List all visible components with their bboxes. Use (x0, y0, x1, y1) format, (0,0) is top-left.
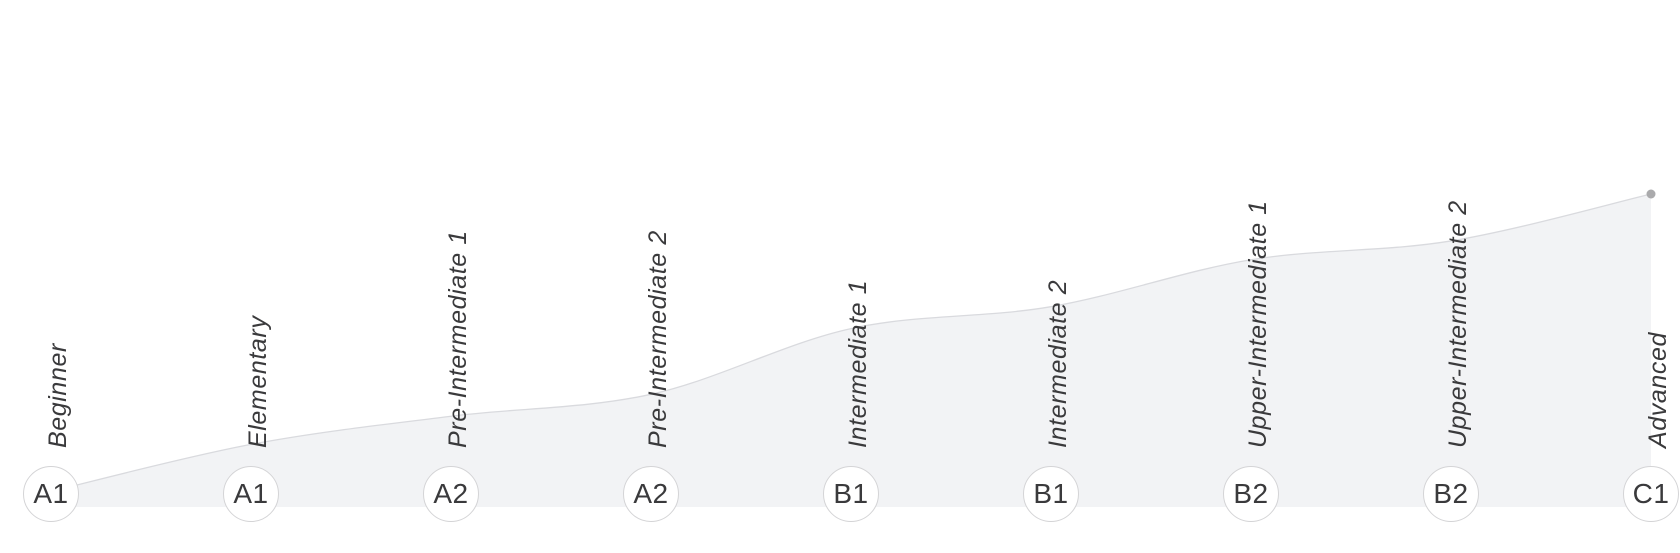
level-badge: B1 (823, 466, 879, 522)
level-name-label: Intermediate 1 (844, 279, 872, 448)
level-name-label: Pre-Intermediate 2 (644, 230, 672, 448)
area-fill (51, 194, 1651, 507)
level-badge: B1 (1023, 466, 1079, 522)
trend-line (50, 193, 1652, 492)
level-name-label: Pre-Intermediate 1 (444, 230, 472, 448)
level-name-label: Upper-Intermediate 2 (1444, 200, 1472, 448)
level-badge: C1 (1623, 466, 1679, 522)
level-badge-text: B2 (1233, 478, 1269, 509)
level-name-label: Advanced (1644, 332, 1672, 448)
endpoint-dot (1646, 189, 1656, 199)
level-badge-text: C1 (1632, 478, 1670, 509)
level-badge: A2 (623, 466, 679, 522)
level-badge-text: A2 (633, 478, 669, 509)
level-badge-text: A1 (33, 478, 69, 509)
level-badge: A1 (223, 466, 279, 522)
level-badge-text: A1 (233, 478, 269, 509)
level-name-label: Elementary (244, 315, 272, 448)
level-name-label: Beginner (44, 343, 72, 448)
level-badge: A1 (23, 466, 79, 522)
level-name-label: Intermediate 2 (1044, 279, 1072, 448)
level-name-label: Upper-Intermediate 1 (1244, 200, 1272, 448)
level-badge: B2 (1223, 466, 1279, 522)
level-badge-text: A2 (433, 478, 469, 509)
level-badge-text: B1 (1033, 478, 1069, 509)
level-badge: B2 (1423, 466, 1479, 522)
level-badge-text: B2 (1433, 478, 1469, 509)
level-badge: A2 (423, 466, 479, 522)
level-badge-text: B1 (833, 478, 869, 509)
